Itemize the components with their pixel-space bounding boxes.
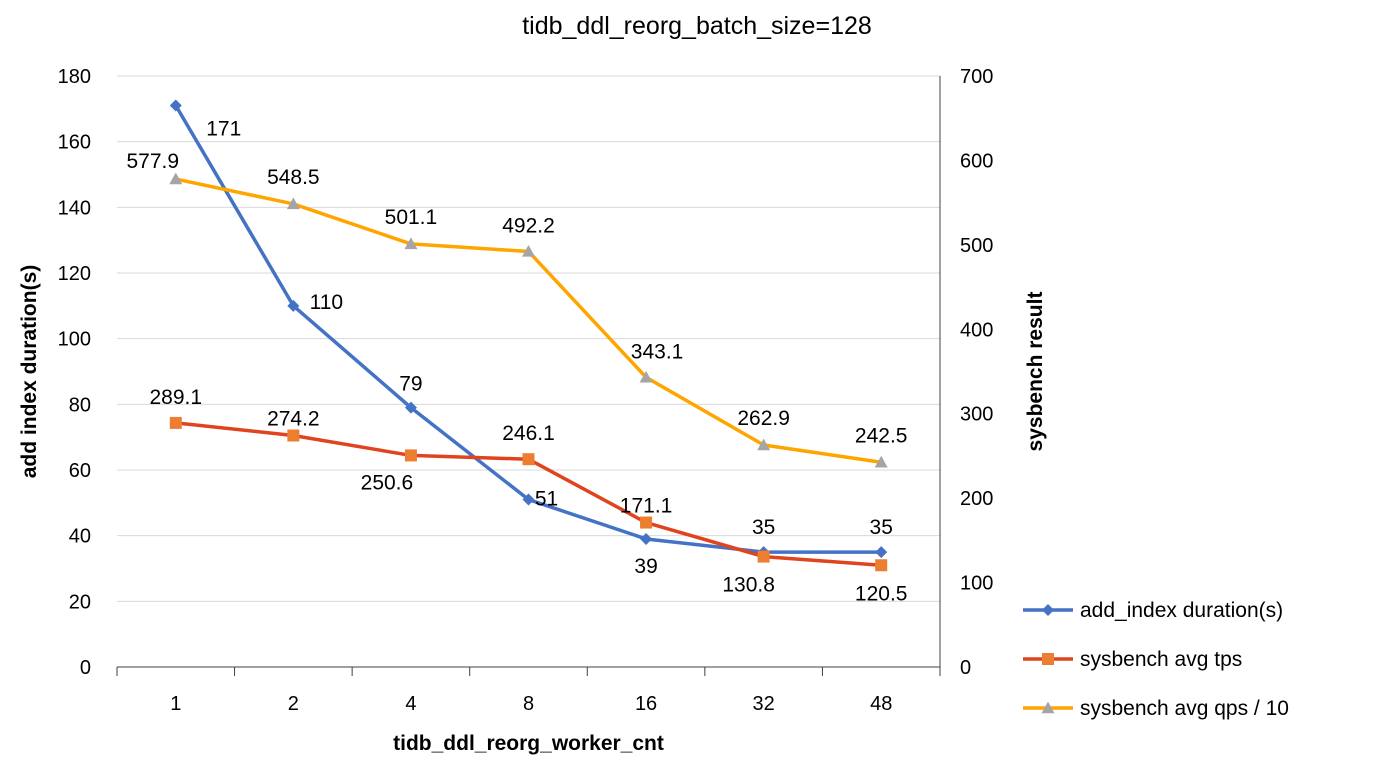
y-tick-label-180: 180 bbox=[58, 66, 91, 88]
data-labels: 171 110 79 51 39 35 35 289.1 274.2 250.6 246.1 171.… bbox=[127, 118, 908, 606]
series-sysbench-avg-tps bbox=[169, 416, 888, 572]
data-point-sysbench-avg-qps-10-4 bbox=[404, 237, 418, 250]
legend: add_index duration(s) sysbench avg tps sys… bbox=[1023, 599, 1289, 720]
y2-tick-label-0: 0 bbox=[960, 657, 971, 679]
y-tick-label-60: 60 bbox=[69, 460, 91, 482]
legend-item-sysbench-avg-qps-10: sysbench avg qps / 10 bbox=[1023, 697, 1289, 720]
chart-title: tidb_ddl_reorg_batch_size=128 bbox=[522, 12, 872, 40]
data-label-sysbench-avg-tps-48: 120.5 bbox=[855, 582, 908, 605]
x-tick-label-16: 16 bbox=[635, 693, 657, 715]
data-label-add-index-duration-s-2: 110 bbox=[310, 291, 343, 314]
data-label-sysbench-avg-qps-10-4: 501.1 bbox=[385, 206, 438, 229]
legend-label-sysbench-avg-tps: sysbench avg tps bbox=[1080, 648, 1242, 671]
x-tick-label-4: 4 bbox=[405, 693, 416, 715]
y-tick-label-140: 140 bbox=[58, 197, 91, 219]
series-sysbench-avg-qps-10 bbox=[169, 172, 888, 468]
data-point-add-index-duration-s-4 bbox=[404, 401, 417, 414]
axes: 1 2 4 8 16 32 48020406080100120140160180010020… bbox=[58, 66, 994, 715]
data-label-sysbench-avg-tps-8: 246.1 bbox=[502, 422, 555, 445]
data-point-sysbench-avg-tps-4 bbox=[404, 449, 417, 462]
y-tick-label-160: 160 bbox=[58, 132, 91, 154]
y-tick-label-0: 0 bbox=[80, 657, 91, 679]
data-point-sysbench-avg-qps-10-8 bbox=[522, 244, 535, 257]
data-label-sysbench-avg-tps-2: 274.2 bbox=[267, 407, 320, 430]
data-label-sysbench-avg-qps-10-8: 492.2 bbox=[502, 214, 555, 237]
data-label-add-index-duration-s-4: 79 bbox=[399, 373, 422, 396]
data-point-add-index-duration-s-8 bbox=[522, 493, 535, 506]
data-label-add-index-duration-s-1: 171 bbox=[206, 118, 241, 141]
y2-tick-label-100: 100 bbox=[960, 573, 993, 595]
data-point-sysbench-avg-qps-10-48 bbox=[874, 455, 888, 468]
x-tick-label-2: 2 bbox=[288, 693, 299, 715]
data-label-sysbench-avg-qps-10-16: 343.1 bbox=[631, 340, 684, 363]
data-label-sysbench-avg-qps-10-2: 548.5 bbox=[267, 166, 320, 189]
legend-marker-sysbench-avg-tps bbox=[1042, 653, 1054, 665]
y-tick-label-80: 80 bbox=[69, 394, 91, 416]
y-tick-label-120: 120 bbox=[58, 263, 91, 285]
data-label-sysbench-avg-tps-4: 250.6 bbox=[361, 471, 414, 494]
data-point-sysbench-avg-qps-10-32 bbox=[757, 438, 771, 451]
y2-tick-label-200: 200 bbox=[960, 488, 993, 510]
data-label-add-index-duration-s-48: 35 bbox=[870, 516, 893, 539]
x-tick-label-1: 1 bbox=[170, 693, 181, 715]
gridlines bbox=[117, 75, 940, 602]
legend-label-sysbench-avg-qps-10: sysbench avg qps / 10 bbox=[1080, 697, 1289, 720]
data-label-add-index-duration-s-32: 35 bbox=[752, 516, 775, 539]
y2-tick-label-400: 400 bbox=[960, 319, 993, 341]
y-tick-label-20: 20 bbox=[69, 591, 91, 613]
data-point-sysbench-avg-tps-8 bbox=[522, 453, 535, 466]
data-label-sysbench-avg-qps-10-1: 577.9 bbox=[127, 150, 180, 173]
x-tick-label-32: 32 bbox=[753, 693, 775, 715]
data-point-sysbench-avg-tps-1 bbox=[169, 416, 182, 429]
y2-tick-label-300: 300 bbox=[960, 404, 993, 426]
data-point-sysbench-avg-qps-10-2 bbox=[286, 197, 300, 210]
legend-label-add-index-duration-s: add_index duration(s) bbox=[1080, 599, 1283, 622]
data-point-sysbench-avg-qps-10-16 bbox=[639, 370, 653, 383]
legend-item-add-index-duration-s: add_index duration(s) bbox=[1023, 599, 1283, 622]
y2-tick-label-600: 600 bbox=[960, 150, 993, 172]
y-axis-title: add index duration(s) bbox=[18, 265, 41, 479]
data-point-add-index-duration-s-1 bbox=[169, 99, 182, 112]
data-point-add-index-duration-s-2 bbox=[287, 299, 300, 312]
data-point-sysbench-avg-qps-10-1 bbox=[169, 172, 183, 185]
data-label-sysbench-avg-tps-1: 289.1 bbox=[150, 386, 203, 409]
data-point-add-index-duration-s-16 bbox=[640, 532, 653, 545]
data-label-sysbench-avg-tps-32: 130.8 bbox=[722, 574, 775, 597]
legend-item-sysbench-avg-tps: sysbench avg tps bbox=[1023, 648, 1242, 671]
data-label-sysbench-avg-qps-10-48: 242.5 bbox=[855, 424, 908, 447]
legend-marker-add-index-duration-s bbox=[1042, 604, 1054, 616]
series-lines bbox=[169, 99, 888, 572]
data-point-add-index-duration-s-48 bbox=[875, 546, 888, 559]
data-point-sysbench-avg-tps-16 bbox=[640, 516, 653, 529]
data-point-sysbench-avg-tps-32 bbox=[757, 550, 770, 563]
y2-tick-label-700: 700 bbox=[960, 66, 993, 88]
x-tick-label-8: 8 bbox=[523, 693, 534, 715]
y-tick-label-100: 100 bbox=[58, 329, 91, 351]
data-label-sysbench-avg-qps-10-32: 262.9 bbox=[737, 407, 790, 430]
data-label-add-index-duration-s-8: 51 bbox=[535, 488, 558, 511]
legend-marker-sysbench-avg-qps-10 bbox=[1041, 701, 1055, 714]
data-label-sysbench-avg-tps-16: 171.1 bbox=[620, 495, 673, 518]
data-point-sysbench-avg-tps-48 bbox=[875, 559, 888, 572]
y2-axis-title: sysbench result bbox=[1024, 292, 1047, 452]
data-point-sysbench-avg-tps-2 bbox=[287, 429, 300, 442]
data-label-add-index-duration-s-16: 39 bbox=[634, 555, 657, 578]
x-tick-label-48: 48 bbox=[870, 693, 892, 715]
x-axis-title: tidb_ddl_reorg_worker_cnt bbox=[393, 732, 664, 755]
y-tick-label-40: 40 bbox=[69, 526, 91, 548]
y2-tick-label-500: 500 bbox=[960, 235, 993, 257]
